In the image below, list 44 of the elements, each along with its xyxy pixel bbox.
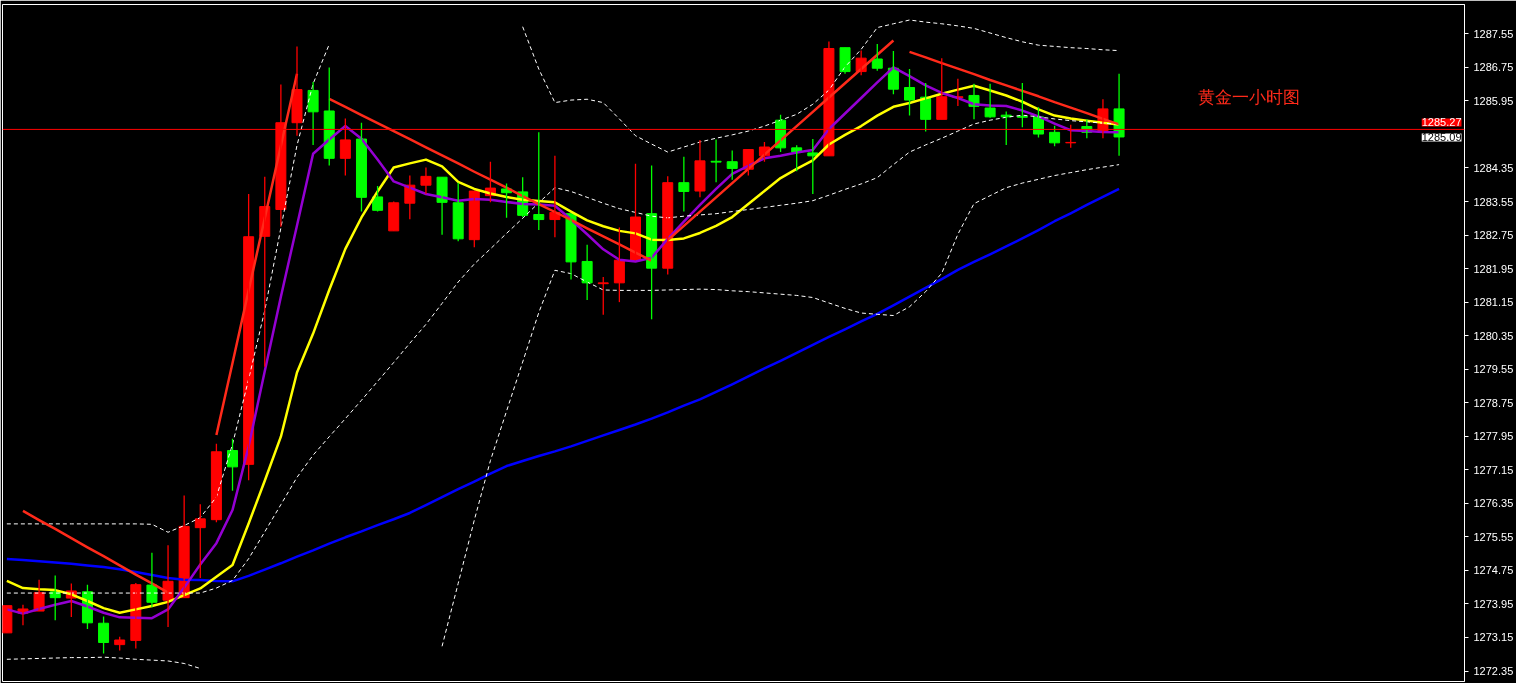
y-tick-label: 1281.15 [1473,296,1514,309]
candlestick [710,138,722,183]
y-tick-label: 1284.35 [1473,161,1514,174]
candlestick [194,503,206,579]
candlestick [452,182,464,242]
y-tick-label: 1273.95 [1473,597,1514,610]
y-tick-label: 1282.75 [1473,229,1514,242]
line-series [5,187,1121,583]
line-series [666,39,895,242]
text: 黄金一小时图 [1197,86,1300,107]
candlestick [388,200,400,232]
y-tick-label: 1287.55 [1473,27,1514,40]
candlestick [726,149,738,181]
candlestick [871,43,883,72]
y-tick-label: 1276.35 [1473,497,1514,510]
candlestick [936,57,948,121]
candlestick [227,438,239,492]
candlestick [904,68,916,117]
y-tick-label: 1277.95 [1473,430,1514,443]
candlestick [597,276,609,316]
ref-line-label: 1285.27 [1421,116,1462,129]
y-tick-label: 1272.35 [1473,665,1514,678]
y-tick-label: 1285.95 [1473,94,1514,107]
candlestick [420,166,432,195]
candlestick [533,131,545,231]
candlestick [678,156,690,213]
y-tick-label: 1281.95 [1473,262,1514,275]
candlestick [2,604,13,634]
y-tick-label: 1283.55 [1473,195,1514,208]
y-tick-label: 1279.55 [1473,363,1514,376]
y-tick-label: 1280.35 [1473,329,1514,342]
y-tick-label: 1275.55 [1473,530,1514,543]
candlestick [694,139,706,198]
text: 1285.09 [1421,131,1462,144]
line-series [327,97,653,262]
candlestick [1016,82,1028,128]
y-tick-label: 1274.75 [1473,564,1514,577]
y-tick-label: 1286.75 [1473,61,1514,74]
candlestick [984,83,996,119]
y-tick-label: 1277.15 [1473,463,1514,476]
y-tick-label: 1273.15 [1473,631,1514,644]
candlestick [98,615,110,655]
line-series [215,72,299,437]
y-tick-label: 1278.75 [1473,396,1514,409]
